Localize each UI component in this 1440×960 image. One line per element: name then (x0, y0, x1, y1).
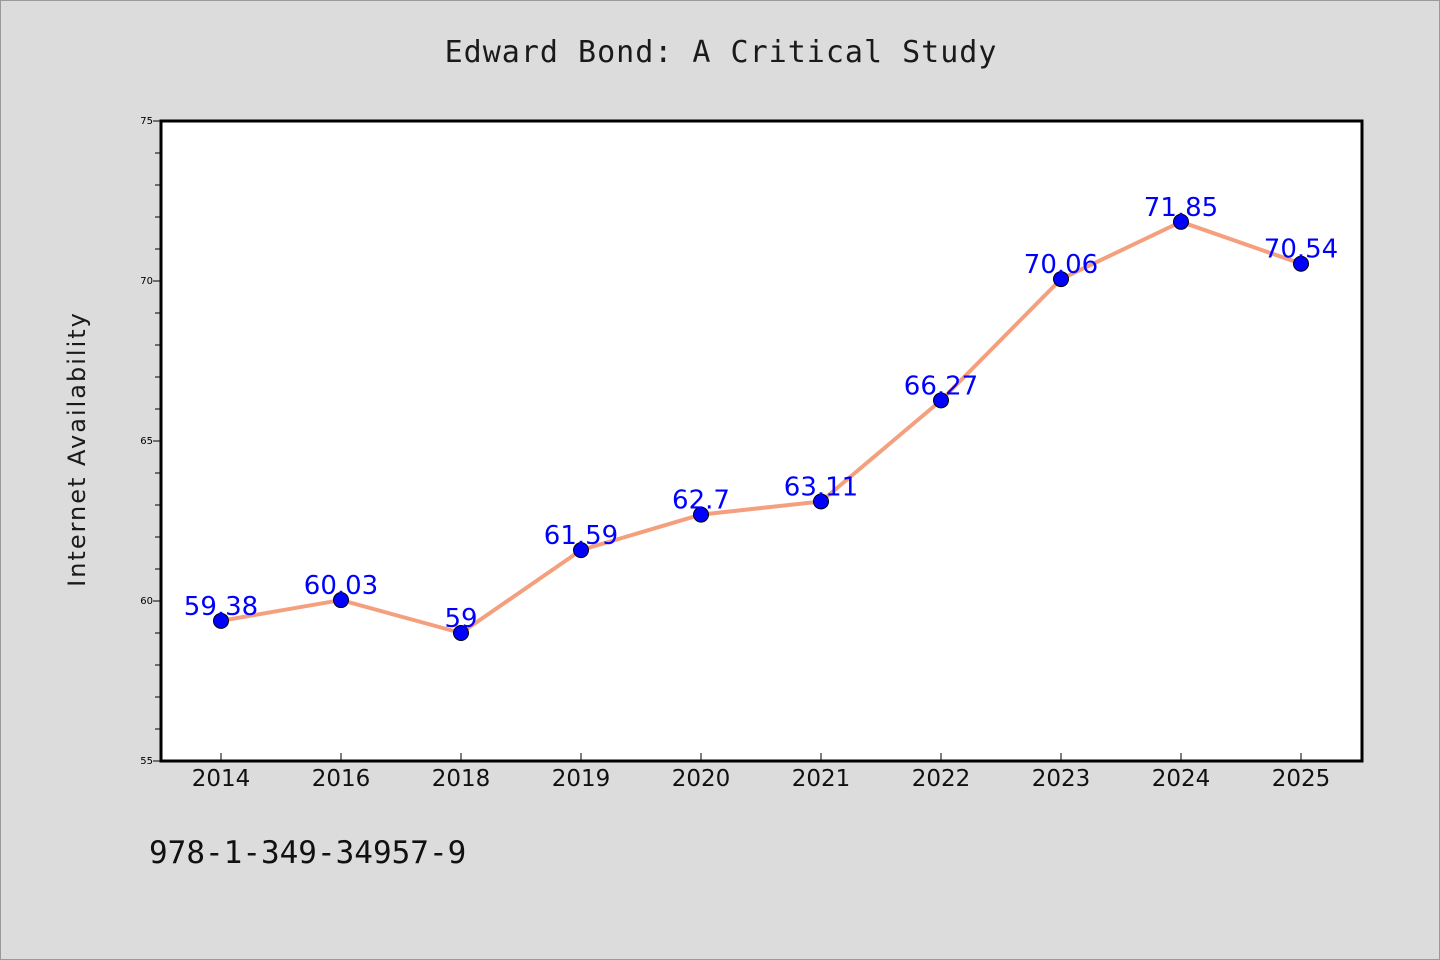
plot-area (161, 121, 1362, 761)
x-tick-label: 2023 (1032, 766, 1091, 792)
data-label: 71.85 (1144, 193, 1218, 223)
data-point (573, 542, 589, 559)
series-layer: 59.38 60.03 59 61.59 62.7 63.11 66.27 70.06 71.8… (184, 193, 1338, 641)
y-tick-label: 70 (140, 276, 153, 287)
y-tick-label: 65 (140, 436, 153, 447)
data-label: 59.38 (184, 592, 258, 622)
y-tick-label: 75 (140, 116, 153, 127)
data-label: 63.11 (784, 472, 858, 502)
x-tick-label: 2025 (1272, 766, 1331, 792)
data-point (1293, 255, 1309, 272)
y-tick-label: 55 (140, 756, 153, 767)
data-point (693, 506, 709, 523)
data-point (813, 493, 829, 510)
y-tick-label: 60 (140, 596, 153, 607)
y-axis: 55 60 65 70 75 (140, 116, 161, 767)
x-tick-label: 2022 (912, 766, 971, 792)
data-point (933, 392, 949, 409)
x-tick-label: 2020 (672, 766, 731, 792)
data-label: 70.06 (1024, 250, 1098, 280)
x-tick-label: 2018 (432, 766, 491, 792)
data-label: 70.54 (1264, 235, 1338, 265)
data-point (1173, 213, 1189, 230)
data-label: 66.27 (904, 371, 978, 401)
data-point (333, 592, 349, 609)
data-point (1053, 271, 1069, 288)
series-line (220, 219, 1302, 635)
data-label: 62.7 (672, 486, 730, 516)
x-tick-label: 2014 (192, 766, 251, 792)
data-point (453, 625, 469, 641)
x-tick-label: 2016 (312, 766, 371, 792)
data-label: 61.59 (544, 521, 618, 551)
x-tick-label: 2021 (792, 766, 851, 792)
chart-title: Edward Bond: A Critical Study (444, 35, 998, 70)
data-label: 59 (444, 604, 477, 634)
isbn-text: 978-1-349-34957-9 (149, 835, 467, 871)
x-tick-label: 2024 (1152, 766, 1211, 792)
data-point (213, 612, 229, 629)
data-label: 60.03 (304, 571, 378, 601)
x-axis: 2014 2016 2018 2019 2020 2021 2022 2023 2024 2025 (192, 753, 1331, 792)
plot-frame (159, 119, 1364, 763)
x-tick-label: 2019 (552, 766, 611, 792)
